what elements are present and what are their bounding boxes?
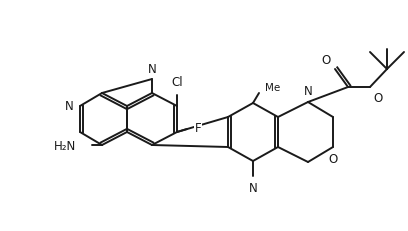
Text: H₂N: H₂N: [54, 140, 76, 153]
Text: O: O: [373, 92, 382, 105]
Text: N: N: [248, 181, 257, 194]
Text: N: N: [65, 100, 74, 113]
Text: O: O: [328, 152, 338, 165]
Text: N: N: [148, 63, 156, 76]
Text: F: F: [195, 121, 202, 134]
Text: Me: Me: [265, 83, 280, 93]
Text: O: O: [322, 54, 331, 67]
Text: N: N: [304, 85, 313, 97]
Text: Cl: Cl: [171, 76, 183, 89]
